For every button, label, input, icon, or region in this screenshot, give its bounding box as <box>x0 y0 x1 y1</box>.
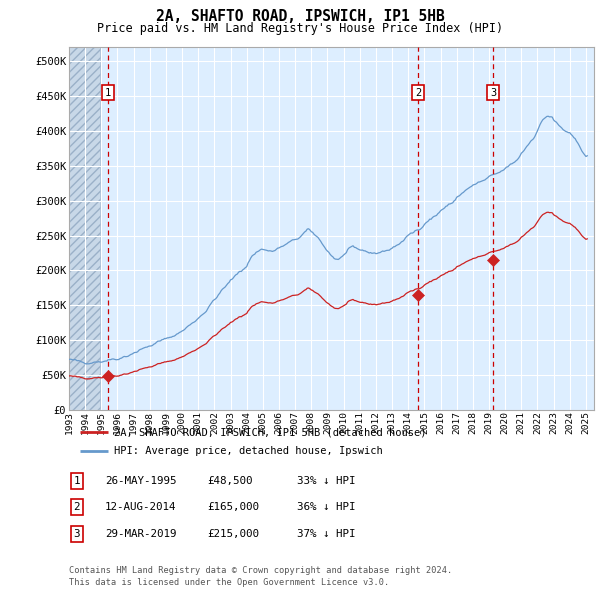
Text: 12-AUG-2014: 12-AUG-2014 <box>105 503 176 512</box>
Text: £215,000: £215,000 <box>207 529 259 539</box>
Text: 2: 2 <box>74 503 80 512</box>
Text: 2A, SHAFTO ROAD, IPSWICH, IP1 5HB: 2A, SHAFTO ROAD, IPSWICH, IP1 5HB <box>155 9 445 24</box>
Text: 2: 2 <box>415 87 421 97</box>
Text: 1: 1 <box>104 87 111 97</box>
Text: 33% ↓ HPI: 33% ↓ HPI <box>297 476 355 486</box>
Text: 2A, SHAFTO ROAD, IPSWICH, IP1 5HB (detached house): 2A, SHAFTO ROAD, IPSWICH, IP1 5HB (detac… <box>113 427 426 437</box>
Text: 1: 1 <box>74 476 80 486</box>
Text: 3: 3 <box>74 529 80 539</box>
Text: Contains HM Land Registry data © Crown copyright and database right 2024.
This d: Contains HM Land Registry data © Crown c… <box>69 566 452 587</box>
Bar <box>69 47 100 410</box>
Text: £165,000: £165,000 <box>207 503 259 512</box>
Text: 37% ↓ HPI: 37% ↓ HPI <box>297 529 355 539</box>
Text: 26-MAY-1995: 26-MAY-1995 <box>105 476 176 486</box>
Text: 29-MAR-2019: 29-MAR-2019 <box>105 529 176 539</box>
Bar <box>69 47 100 410</box>
Text: HPI: Average price, detached house, Ipswich: HPI: Average price, detached house, Ipsw… <box>113 445 382 455</box>
Text: Price paid vs. HM Land Registry's House Price Index (HPI): Price paid vs. HM Land Registry's House … <box>97 22 503 35</box>
Text: 3: 3 <box>490 87 496 97</box>
Text: £48,500: £48,500 <box>207 476 253 486</box>
Text: 36% ↓ HPI: 36% ↓ HPI <box>297 503 355 512</box>
